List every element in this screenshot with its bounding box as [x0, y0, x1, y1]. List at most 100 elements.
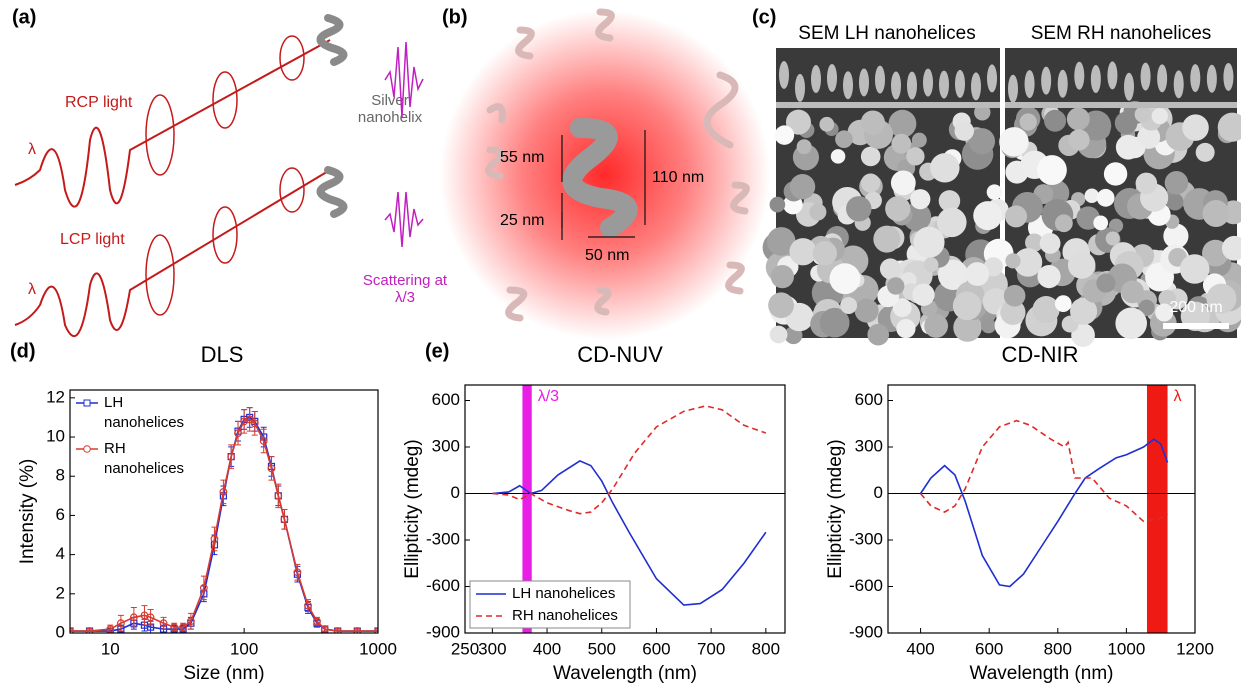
legend-label: LH nanohelices — [104, 393, 190, 433]
scatter-wave — [385, 192, 423, 247]
dimension-label: 50 nm — [585, 247, 629, 264]
sem-grain — [770, 326, 788, 344]
rcp-wave — [15, 40, 330, 207]
y-tick-label: 600 — [855, 390, 883, 409]
x-tick-label: 100 — [230, 639, 258, 658]
silver-label: Silver nanohelix — [345, 92, 435, 126]
sem-grain — [1165, 171, 1188, 194]
data-line — [921, 421, 1168, 522]
y-tick-label: 6 — [56, 505, 65, 524]
sem-grain — [937, 207, 967, 237]
sem-grain — [1055, 295, 1072, 312]
series — [492, 406, 766, 514]
y-tick-label: -900 — [426, 622, 460, 641]
sem-grain — [880, 258, 901, 279]
sem-grain — [861, 147, 881, 167]
y-tick-label: 12 — [46, 387, 65, 406]
sem-grain — [1085, 188, 1100, 203]
sem-grain — [999, 127, 1028, 156]
wave-label: RCP light — [65, 94, 133, 111]
helix — [320, 170, 343, 214]
sem-grain — [912, 133, 927, 148]
helix — [320, 18, 343, 62]
sem-grain — [819, 117, 834, 132]
sem-grain — [1093, 216, 1108, 231]
dimension-label: 110 nm — [652, 169, 704, 186]
legend-label: LH nanohelices — [512, 585, 615, 602]
sem-top-helix — [907, 72, 917, 100]
sem-grain — [1037, 155, 1067, 185]
sem-top-helix — [1190, 64, 1200, 92]
panel-label: (a) — [12, 6, 36, 28]
sem-grain — [1135, 106, 1151, 122]
series — [921, 421, 1168, 522]
sem-grain — [771, 265, 794, 288]
sem-top-helix — [939, 71, 949, 99]
sem-grain — [1202, 200, 1229, 227]
sem-grain — [797, 139, 812, 154]
sem-grain — [846, 196, 871, 221]
scattering-label-box: Scattering at λ/3 — [360, 272, 450, 322]
y-axis-label: Ellipticity (mdeg) — [402, 439, 423, 578]
scale-bar-label: 200 nm — [1169, 299, 1222, 316]
band-label: λ/3 — [538, 388, 559, 405]
sem-top-helix — [971, 72, 981, 100]
sem-grain — [1068, 129, 1089, 150]
sem-top-helix — [923, 69, 933, 97]
series — [921, 439, 1168, 586]
silver-label-box: Silver nanohelix — [345, 92, 435, 142]
sem-grain — [987, 184, 1002, 199]
wave-label: λ — [28, 141, 36, 158]
sem-grain — [835, 130, 853, 148]
figure: (a) RCP light λ LCP light λ Silver nanoh… — [0, 0, 1241, 684]
sem-top-helix — [987, 64, 997, 92]
y-axis-label: Ellipticity (mdeg) — [825, 439, 846, 578]
y-tick-label: 300 — [855, 436, 883, 455]
sem-grain — [1097, 189, 1115, 207]
x-axis-label: Wavelength (nm) — [970, 663, 1114, 684]
dimension-label: 55 nm — [500, 149, 544, 166]
sem-top-helix — [1107, 61, 1117, 89]
sem-top-helix — [1074, 62, 1084, 90]
sem-grain — [1104, 162, 1127, 185]
y-tick-label: 0 — [874, 483, 883, 502]
sem-grain — [1055, 214, 1073, 232]
sem-grain — [855, 299, 879, 323]
x-tick-label: 400 — [533, 639, 561, 658]
sem-grain — [906, 147, 924, 165]
x-tick-label: 10 — [101, 639, 120, 658]
sem-grain — [1004, 285, 1026, 307]
sem-top-helix — [955, 70, 965, 98]
wavelength-band — [1147, 385, 1168, 633]
sem-top-helix — [811, 65, 821, 93]
sem-grain — [1005, 253, 1020, 268]
legend-marker — [84, 446, 91, 453]
sem-top-helix — [1025, 70, 1035, 98]
x-tick-label: 600 — [975, 639, 1003, 658]
chart: DLS101001000024681012Size (nm)Intensity … — [17, 342, 397, 684]
substrate-line — [776, 102, 1000, 108]
sem-grain — [813, 241, 837, 265]
sem-grain — [896, 319, 915, 338]
sem-top-helix — [1223, 63, 1233, 91]
sem-grain — [1152, 108, 1168, 124]
x-tick-label: 800 — [752, 639, 780, 658]
sem-grain — [770, 197, 786, 213]
x-tick-label: 1000 — [1107, 639, 1145, 658]
chart: CD-NIRλ40060080010001200-900-600-3000300… — [825, 342, 1214, 684]
sem-grain — [965, 262, 989, 286]
legend-label: RH nanohelices — [104, 439, 190, 479]
x-tick-label: 600 — [642, 639, 670, 658]
sem-title: SEM LH nanohelices — [798, 23, 975, 44]
sem-grain — [789, 238, 816, 265]
y-tick-label: 2 — [56, 583, 65, 602]
sem-grain — [867, 324, 889, 346]
y-tick-label: -300 — [426, 529, 460, 548]
sem-grain — [1044, 110, 1066, 132]
sem-grain — [831, 149, 846, 164]
y-axis-label: Intensity (%) — [17, 459, 38, 565]
sem-grain — [954, 121, 974, 141]
y-tick-label: 600 — [432, 390, 460, 409]
sem-top-helix — [779, 61, 789, 89]
sem-grain — [861, 110, 885, 134]
